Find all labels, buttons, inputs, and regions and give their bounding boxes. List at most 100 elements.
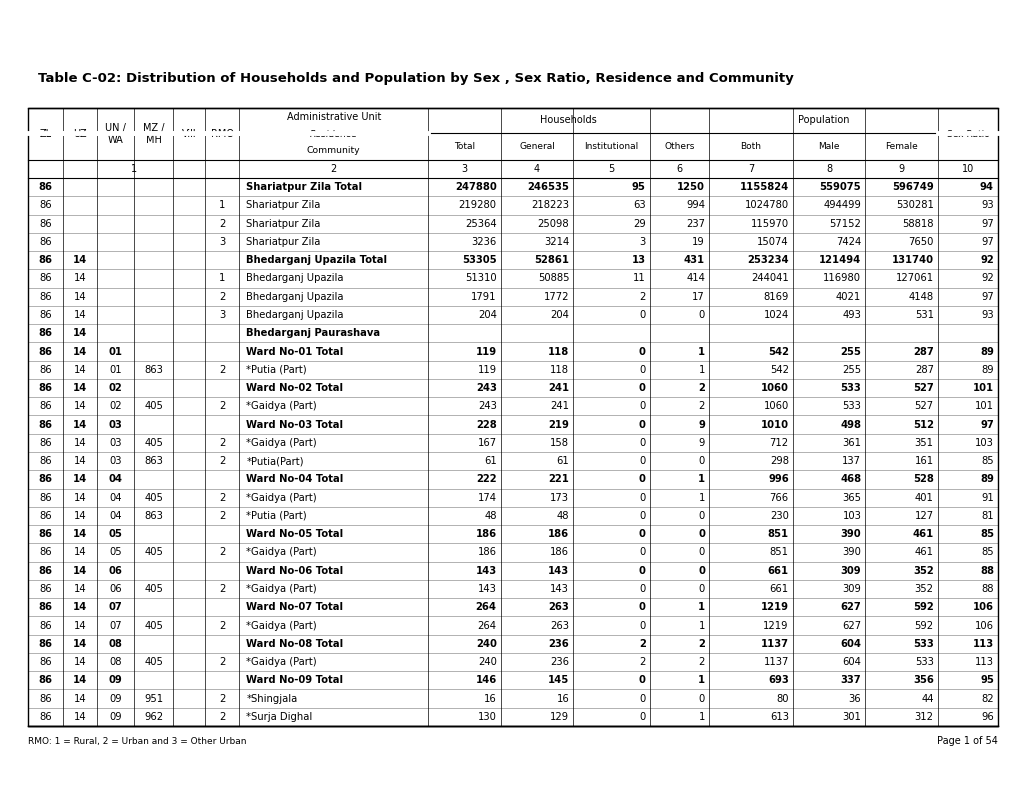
Text: 405: 405 [144,548,163,557]
Text: 14: 14 [73,620,87,630]
Text: Shariatpur Zila Total: Shariatpur Zila Total [247,182,362,192]
Text: 592: 592 [912,602,932,612]
Text: Bhedarganj Upazila: Bhedarganj Upazila [247,292,343,302]
Text: Male: Male [817,142,839,151]
Text: 89: 89 [979,474,994,485]
Text: 86: 86 [39,712,52,722]
Text: 86: 86 [39,566,52,576]
Text: 103: 103 [974,438,994,448]
Text: 1: 1 [219,273,225,284]
Text: 246535: 246535 [527,182,569,192]
Text: Shariatpur Zila: Shariatpur Zila [247,237,320,247]
Text: *Gaidya (Part): *Gaidya (Part) [247,548,317,557]
Text: 05: 05 [109,548,122,557]
Text: 287: 287 [914,365,932,375]
Text: 81: 81 [980,511,994,521]
Text: 52861: 52861 [534,255,569,266]
Text: 118: 118 [549,365,569,375]
Text: 498: 498 [840,419,860,429]
Text: 1250: 1250 [677,182,704,192]
Text: 14: 14 [73,255,87,266]
Text: 351: 351 [914,438,932,448]
Text: 113: 113 [972,639,994,649]
Text: 03: 03 [109,456,122,466]
Text: 25364: 25364 [465,218,496,229]
Text: 08: 08 [109,657,122,667]
Text: 244041: 244041 [750,273,788,284]
Text: 1010: 1010 [760,419,788,429]
Text: 94: 94 [979,182,994,192]
Text: 173: 173 [549,492,569,503]
Text: 2: 2 [698,657,704,667]
Text: 86: 86 [39,273,52,284]
Text: 390: 390 [840,530,860,539]
Text: 91: 91 [980,492,994,503]
Text: 1: 1 [697,347,704,356]
Text: 86: 86 [39,310,52,320]
Text: 86: 86 [39,419,52,429]
Text: 14: 14 [73,456,87,466]
Text: 1219: 1219 [760,602,788,612]
Text: 119: 119 [477,365,496,375]
Text: 3: 3 [461,164,467,174]
Text: 1060: 1060 [763,401,788,411]
Text: 530281: 530281 [895,200,932,210]
Text: 1024780: 1024780 [744,200,788,210]
Text: 4: 4 [533,164,539,174]
Text: 57152: 57152 [828,218,860,229]
Text: 0: 0 [698,511,704,521]
Text: 167: 167 [477,438,496,448]
Text: 36: 36 [848,693,860,704]
Text: 118: 118 [547,347,569,356]
Text: 592: 592 [914,620,932,630]
Text: 2: 2 [330,164,336,174]
Text: 604: 604 [840,639,860,649]
Text: 996: 996 [767,474,788,485]
Text: 14: 14 [73,530,87,539]
Text: 352: 352 [912,566,932,576]
Text: 92: 92 [980,273,994,284]
Text: 97: 97 [980,218,994,229]
Text: 533: 533 [912,639,932,649]
Text: 8: 8 [825,164,832,174]
Text: 0: 0 [639,492,645,503]
Text: Residence: Residence [310,129,358,139]
Text: 253234: 253234 [746,255,788,266]
Text: 0: 0 [639,584,645,594]
Text: 287: 287 [912,347,932,356]
Text: 1: 1 [698,620,704,630]
Text: 116980: 116980 [822,273,860,284]
Text: 14: 14 [73,329,87,338]
Text: *Gaidya (Part): *Gaidya (Part) [247,657,317,667]
Text: 143: 143 [478,584,496,594]
Text: Page 1 of 54: Page 1 of 54 [936,736,997,746]
Text: *Gaidya (Part): *Gaidya (Part) [247,438,317,448]
Text: 19: 19 [692,237,704,247]
Text: RMO: 1 = Rural, 2 = Urban and 3 = Other Urban: RMO: 1 = Rural, 2 = Urban and 3 = Other … [28,737,247,746]
Text: 2: 2 [638,639,645,649]
Text: 405: 405 [144,492,163,503]
Text: 131740: 131740 [891,255,932,266]
Text: 0: 0 [639,712,645,722]
Text: 85: 85 [980,456,994,466]
Text: 13: 13 [631,255,645,266]
Text: 0: 0 [638,383,645,393]
Text: 356: 356 [912,675,932,686]
Text: 186: 186 [547,530,569,539]
Text: 25098: 25098 [537,218,569,229]
Text: Bhedarganj Upazila: Bhedarganj Upazila [247,310,343,320]
Text: 533: 533 [842,401,860,411]
Text: 559075: 559075 [819,182,860,192]
Text: 14: 14 [73,657,87,667]
Text: 2: 2 [219,712,225,722]
Text: 851: 851 [767,530,788,539]
Text: 86: 86 [39,675,52,686]
Text: 14: 14 [73,548,87,557]
Text: 228: 228 [476,419,496,429]
Text: 86: 86 [39,548,52,557]
Text: 527: 527 [914,401,932,411]
Text: 07: 07 [109,602,122,612]
Text: 390: 390 [842,548,860,557]
Text: 85: 85 [980,548,994,557]
Text: 01: 01 [109,365,122,375]
